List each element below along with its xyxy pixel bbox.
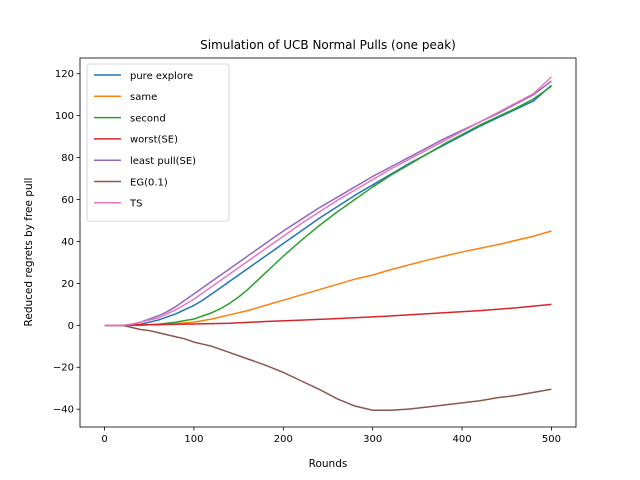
x-tick-label: 500: [542, 434, 561, 445]
legend-label-1: same: [130, 92, 157, 103]
series-line-0: [104, 84, 552, 327]
plot-area-frame: [79, 57, 577, 428]
x-axis-label: Rounds: [309, 458, 348, 470]
series-line-4: [104, 80, 552, 327]
series-line-5: [104, 324, 552, 411]
legend-label-3: worst(SE): [130, 135, 178, 146]
y-tick-label: −40: [53, 405, 74, 416]
y-tick-label: 60: [61, 195, 74, 206]
y-tick-label: 120: [55, 69, 74, 80]
x-tick-label: 300: [363, 434, 382, 445]
legend: pure explore same second worst(SE) least pul…: [86, 63, 230, 222]
y-axis-ticks: −40 −20 0 20 40 60 80 100 120: [53, 69, 80, 416]
y-tick-label: 40: [61, 237, 74, 248]
legend-label-6: TS: [129, 199, 142, 210]
x-tick-label: 200: [274, 434, 293, 445]
x-axis-ticks: 0 100 200 300 400 500: [101, 427, 561, 445]
chart-title: Simulation of UCB Normal Pulls (one peak…: [200, 38, 456, 52]
legend-box: [86, 63, 230, 222]
legend-label-2: second: [130, 113, 166, 124]
legend-label-5: EG(0.1): [130, 177, 168, 188]
legend-label-4: least pull(SE): [130, 156, 196, 167]
series-line-2: [104, 85, 552, 327]
series-line-3: [104, 303, 552, 327]
y-tick-label: −20: [53, 363, 74, 374]
x-tick-label: 400: [453, 434, 472, 445]
y-tick-label: 0: [68, 321, 74, 332]
series-line-6: [104, 76, 552, 327]
legend-label-0: pure explore: [130, 71, 193, 82]
plot-lines: [104, 76, 552, 411]
x-tick-label: 0: [101, 434, 107, 445]
y-axis-label: Reduced regrets by free pull: [23, 178, 35, 327]
y-tick-label: 20: [61, 279, 74, 290]
y-tick-label: 80: [61, 153, 74, 164]
y-tick-label: 100: [55, 111, 74, 122]
x-tick-label: 100: [184, 434, 203, 445]
